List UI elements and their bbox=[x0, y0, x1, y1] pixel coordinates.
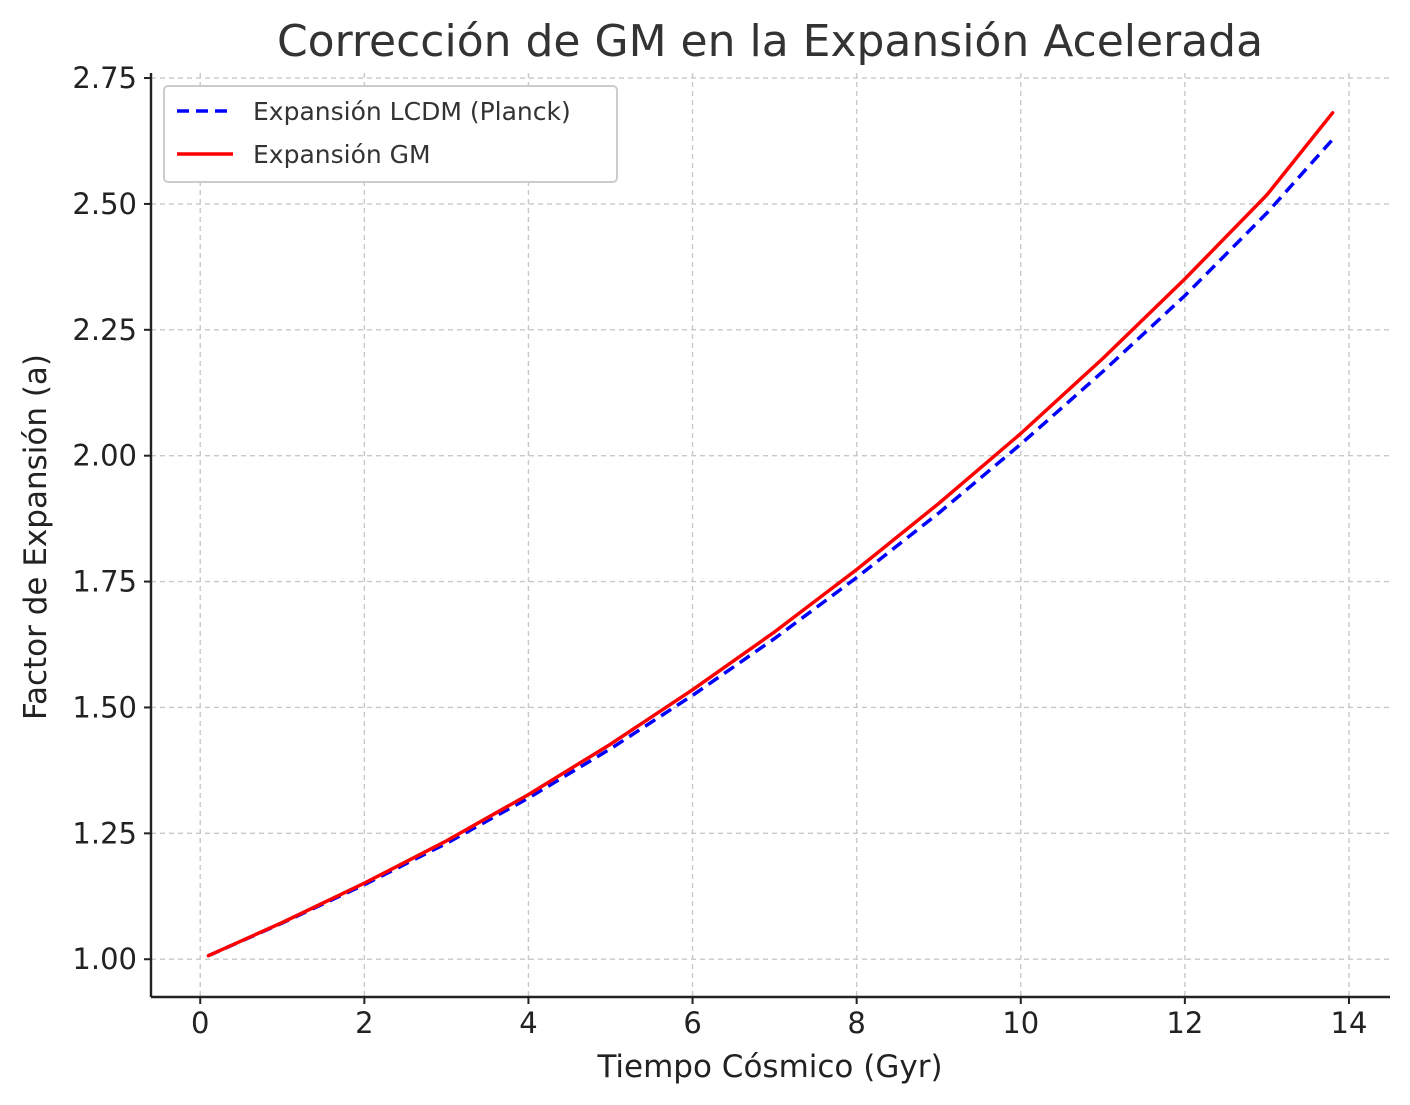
series-lines bbox=[206, 111, 1335, 958]
legend-label-gm: Expansión GM bbox=[253, 140, 431, 169]
y-axis-label: Factor de Expansión (a) bbox=[18, 354, 54, 720]
y-tick-label-1: 1.25 bbox=[72, 816, 137, 850]
x-tick-label-6: 12 bbox=[1166, 1006, 1203, 1040]
y-tick-label-7: 2.75 bbox=[72, 61, 137, 95]
grid bbox=[151, 73, 1390, 997]
x-tick-label-4: 8 bbox=[847, 1006, 865, 1040]
tick-labels: 0 2 4 6 8 10 12 14 1.00 1.25 1.50 1.75 2.00 2.25 2.50 2… bbox=[72, 61, 1367, 1040]
legend-label-lcdm: Expansión LCDM (Planck) bbox=[253, 97, 571, 126]
axes bbox=[144, 73, 1390, 1004]
series-line-1 bbox=[206, 111, 1335, 958]
y-tick-label-6: 2.50 bbox=[72, 187, 137, 221]
legend: Expansión LCDM (Planck) Expansión GM bbox=[163, 85, 618, 183]
x-axis-label: Tiempo Cósmico (Gyr) bbox=[596, 1049, 942, 1085]
y-tick-label-3: 1.75 bbox=[72, 565, 137, 599]
y-tick-label-2: 1.50 bbox=[72, 690, 137, 724]
x-tick-label-2: 4 bbox=[519, 1006, 537, 1040]
x-tick-label-0: 0 bbox=[191, 1006, 209, 1040]
legend-box bbox=[163, 85, 618, 183]
chart-title: Corrección de GM en la Expansión Acelera… bbox=[277, 16, 1263, 67]
x-tick-label-3: 6 bbox=[683, 1006, 701, 1040]
y-tick-label-4: 2.00 bbox=[72, 439, 137, 473]
x-tick-label-1: 2 bbox=[355, 1006, 373, 1040]
y-tick-label-5: 2.25 bbox=[72, 313, 137, 347]
x-tick-label-5: 10 bbox=[1002, 1006, 1039, 1040]
x-tick-label-7: 14 bbox=[1331, 1006, 1368, 1040]
y-tick-label-0: 1.00 bbox=[72, 942, 137, 976]
